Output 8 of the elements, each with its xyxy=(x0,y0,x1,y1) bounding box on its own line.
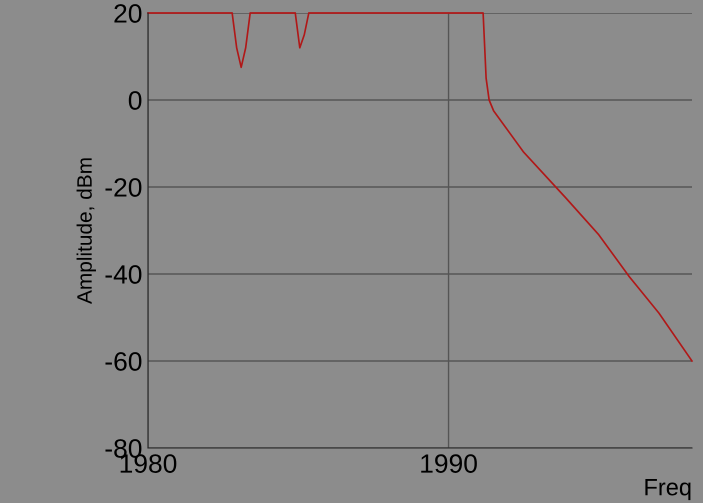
x-axis-title: Freq xyxy=(645,479,690,500)
y-tick-label: 0 xyxy=(128,91,142,110)
y-axis-title: Amplitude, dBm xyxy=(76,158,96,304)
y-tick-label: -20 xyxy=(105,178,142,197)
y-tick-label: -60 xyxy=(105,352,142,371)
x-tick-label: 1990 xyxy=(421,454,477,473)
y-tick-label: -40 xyxy=(105,265,142,284)
y-tick-label: 20 xyxy=(114,4,142,23)
